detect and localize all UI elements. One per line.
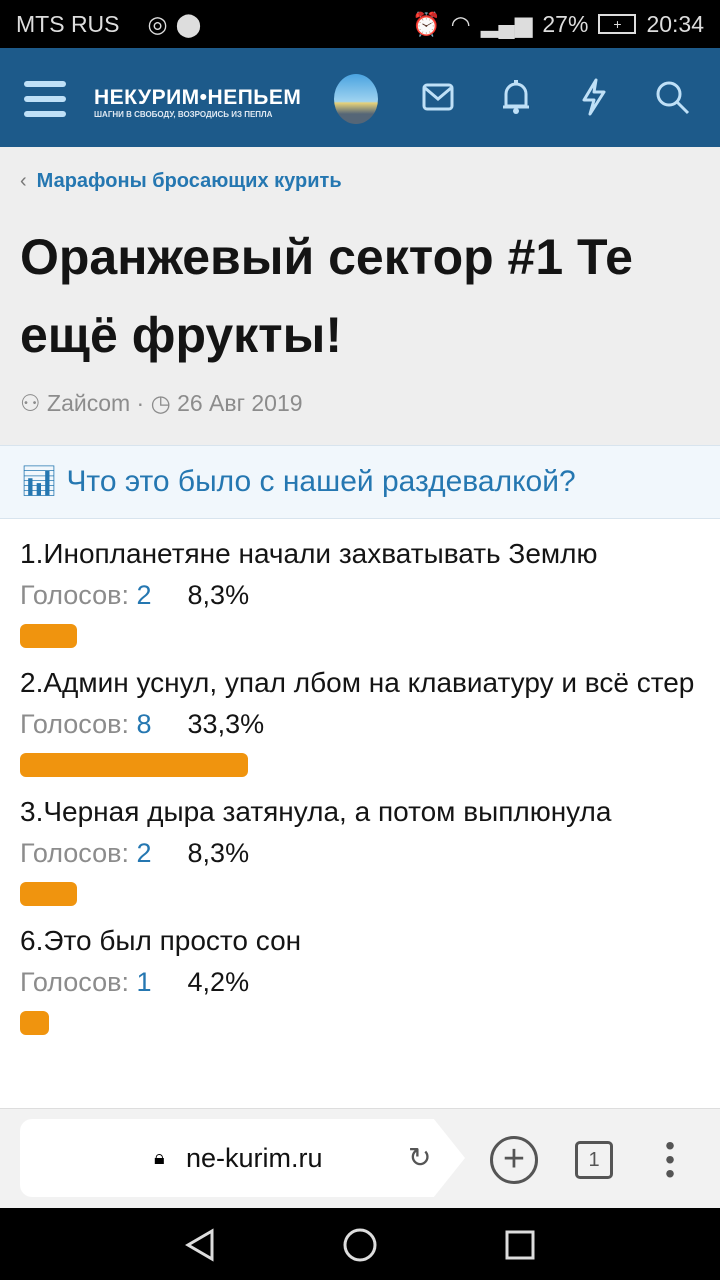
avatar[interactable] bbox=[334, 74, 378, 124]
chevron-left-icon: ‹ bbox=[20, 170, 27, 192]
option-text: 6.Это был просто сон bbox=[20, 925, 302, 956]
vote-bar bbox=[20, 753, 249, 777]
option-text: 2.Админ уснул, упал лбом на клавиатуру и… bbox=[20, 667, 695, 698]
lock-icon: 🔒︎ bbox=[154, 1147, 165, 1169]
votes-label: Голосов: bbox=[20, 709, 129, 739]
site-header bbox=[0, 48, 720, 147]
poll-question: Что это было с нашей раздевалкой? bbox=[66, 465, 576, 498]
clock: 20:34 bbox=[646, 10, 704, 37]
vote-percent: 8,3% bbox=[187, 580, 250, 610]
lightning-icon[interactable] bbox=[580, 78, 608, 116]
poll-option: 3.Черная дыра затянула, а потом выплюнул… bbox=[0, 789, 720, 906]
poll-option: 1.Инопланетяне начали захватывать Землю … bbox=[0, 531, 720, 648]
alarm-icon: ⏰ bbox=[412, 10, 441, 37]
mail-icon[interactable] bbox=[422, 83, 454, 111]
vote-percent: 8,3% bbox=[187, 838, 250, 868]
yandex-icon: ⬤ bbox=[175, 10, 202, 37]
votes-count[interactable]: 8 bbox=[136, 709, 152, 739]
battery-level: 27% bbox=[542, 10, 589, 37]
reload-icon[interactable]: ↻ bbox=[408, 1142, 432, 1173]
more-menu-icon[interactable]: • • • bbox=[665, 1130, 675, 1189]
poll-header: 📊︎ Что это было с нашей раздевалкой? bbox=[0, 445, 720, 519]
browser-toolbar: 🔒︎ ne-kurim.ru ↻ + 1 • • • bbox=[0, 1108, 720, 1208]
vote-bar bbox=[20, 624, 77, 648]
system-nav-bar bbox=[0, 1208, 720, 1280]
carrier: MTS RUS bbox=[16, 10, 120, 37]
battery-icon: + bbox=[598, 14, 637, 34]
address-bar[interactable]: 🔒︎ ne-kurim.ru ↻ bbox=[20, 1119, 465, 1197]
vote-percent: 4,2% bbox=[187, 967, 250, 997]
signal-icon: ▂▄▆ bbox=[480, 10, 533, 37]
clock-icon: ◷ bbox=[150, 390, 171, 416]
breadcrumb[interactable]: ‹ Марафоны бросающих курить bbox=[20, 170, 342, 192]
vote-bar bbox=[20, 882, 77, 906]
poll-option: 6.Это был просто сон Голосов: 1 4,2% bbox=[0, 918, 720, 1035]
recents-icon[interactable] bbox=[505, 1230, 535, 1260]
votes-label: Голосов: bbox=[20, 580, 129, 610]
post-date: 26 Авг 2019 bbox=[177, 390, 303, 416]
status-bar: MTS RUS ◎ ⬤ ⏰ ◠ ▂▄▆ 27% + 20:34 bbox=[0, 0, 720, 48]
wifi-icon: ◠ bbox=[450, 10, 471, 37]
poll-options: 1.Инопланетяне начали захватывать Землю … bbox=[0, 519, 720, 1108]
votes-label: Голосов: bbox=[20, 838, 129, 868]
option-text: 1.Инопланетяне начали захватывать Землю bbox=[20, 538, 598, 569]
author-link[interactable]: Zайcom bbox=[47, 390, 131, 416]
votes-count[interactable]: 1 bbox=[136, 967, 152, 997]
votes-label: Голосов: bbox=[20, 967, 129, 997]
user-icon: ⚇ bbox=[20, 390, 41, 416]
url-text: ne-kurim.ru bbox=[186, 1143, 323, 1173]
poll-option: 2.Админ уснул, упал лбом на клавиатуру и… bbox=[0, 660, 720, 777]
vote-bar bbox=[20, 1011, 49, 1035]
bar-chart-icon: 📊︎ bbox=[20, 465, 59, 498]
search-icon[interactable] bbox=[655, 80, 691, 116]
thread-meta: ⚇ Zайcom · ◷ 26 Авг 2019 bbox=[20, 390, 303, 416]
back-icon[interactable] bbox=[184, 1228, 216, 1262]
bell-icon[interactable] bbox=[500, 78, 532, 116]
option-text: 3.Черная дыра затянула, а потом выплюнул… bbox=[20, 796, 612, 827]
page-title: Оранжевый сектор #1 Те ещё фрукты! bbox=[20, 229, 633, 363]
new-tab-button[interactable]: + bbox=[490, 1136, 538, 1184]
vote-percent: 33,3% bbox=[187, 709, 265, 739]
site-logo[interactable]: НЕКУРИМ•НЕПЬЕМ ШАГНИ В СВОБОДУ, ВОЗРОДИС… bbox=[94, 86, 302, 119]
thread-header bbox=[0, 147, 720, 445]
tabs-button[interactable]: 1 bbox=[575, 1141, 613, 1179]
votes-count[interactable]: 2 bbox=[136, 580, 152, 610]
whatsapp-icon: ◎ bbox=[147, 10, 168, 37]
home-icon[interactable] bbox=[343, 1228, 377, 1262]
menu-icon[interactable] bbox=[24, 81, 66, 117]
votes-count[interactable]: 2 bbox=[136, 838, 152, 868]
